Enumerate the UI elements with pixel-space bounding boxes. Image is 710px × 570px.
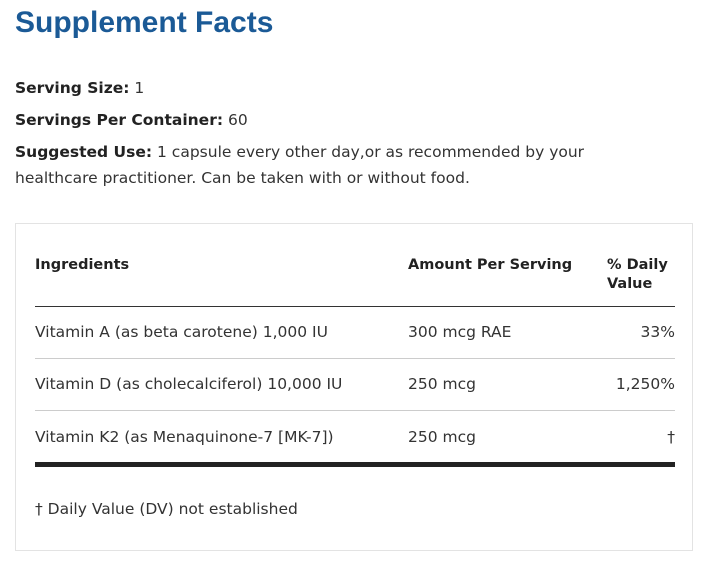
footnote: † Daily Value (DV) not established (35, 500, 298, 518)
serving-size-value: 1 (134, 79, 145, 97)
header-daily-value: % Daily Value (607, 257, 668, 292)
row-2-amount: 250 mcg (408, 375, 476, 393)
row-3-ingredient: Vitamin K2 (as Menaquinone-7 [MK-7]) (35, 428, 334, 446)
serving-size: Serving Size: 1 (15, 75, 675, 101)
header-amount-per-serving: Amount Per Serving (408, 257, 573, 273)
row-2-daily-value: 1,250% (615, 375, 675, 393)
row-divider (35, 358, 675, 359)
row-2-ingredient: Vitamin D (as cholecalciferol) 10,000 IU (35, 375, 343, 393)
servings-per-container-value: 60 (227, 111, 248, 129)
header-ingredients: Ingredients (35, 257, 130, 273)
serving-size-label: Serving Size: (15, 79, 130, 97)
row-1-ingredient: Vitamin A (as beta carotene) 1,000 IU (35, 323, 328, 341)
suggested-use-value: 1 capsule every other day,or as recommen… (15, 143, 585, 187)
servings-per-container-label: Servings Per Container: (15, 111, 224, 129)
row-3-amount: 250 mcg (408, 428, 476, 446)
suggested-use-label: Suggested Use: (15, 143, 153, 161)
suggested-use: Suggested Use: 1 capsule every other day… (15, 139, 665, 191)
table-bottom-rule (35, 462, 675, 467)
page-title: Supplement Facts (15, 6, 274, 39)
row-divider (35, 410, 675, 411)
row-3-daily-value: † (667, 428, 675, 446)
row-1-daily-value: 33% (640, 323, 675, 341)
facts-table-box: Ingredients Amount Per Serving % Daily V… (15, 223, 693, 551)
row-1-amount: 300 mcg RAE (408, 323, 512, 341)
servings-per-container: Servings Per Container: 60 (15, 107, 675, 133)
header-divider (35, 306, 675, 307)
